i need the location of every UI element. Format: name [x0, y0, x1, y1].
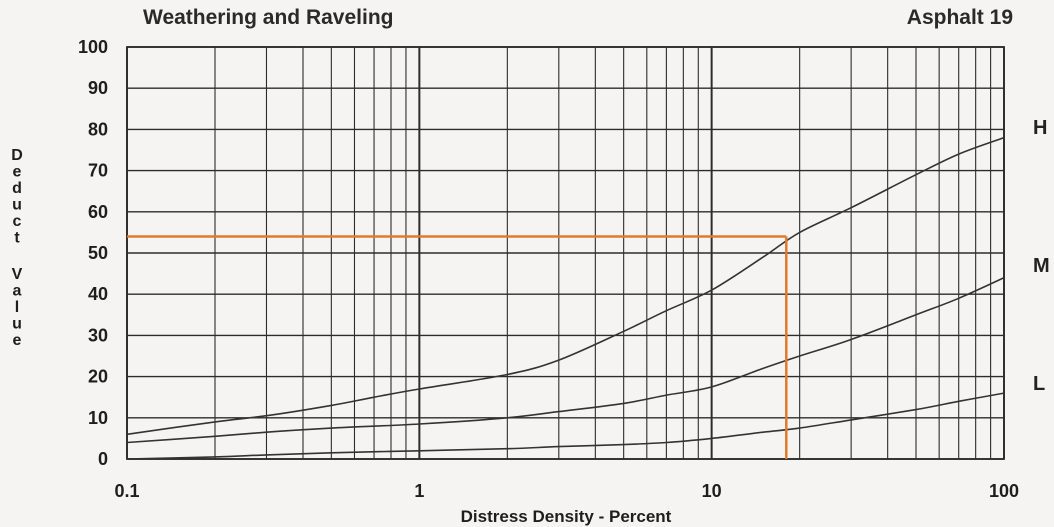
x-tick-label: 100 — [989, 481, 1019, 501]
chart-title: Weathering and Raveling — [143, 6, 394, 29]
x-tick-label: 0.1 — [114, 481, 139, 501]
chart-subtitle: Asphalt 19 — [907, 6, 1013, 29]
y-axis-title-char: D — [11, 147, 23, 164]
y-tick-label: 30 — [88, 325, 108, 345]
axis-ticks: 0 10 20 30 40 50 60 70 80 90 100 0.1 1 10 100 — [78, 37, 1019, 501]
y-tick-label: 90 — [88, 78, 108, 98]
y-tick-label: 20 — [88, 367, 108, 387]
series-label-h: H — [1033, 117, 1047, 139]
y-tick-label: 70 — [88, 161, 108, 181]
y-tick-label: 80 — [88, 119, 108, 139]
y-tick-label: 60 — [88, 202, 108, 222]
series: H M L — [126, 117, 1050, 460]
grid — [126, 46, 1005, 460]
annotation — [127, 235, 788, 459]
y-tick-label: 50 — [88, 243, 108, 263]
y-tick-label: 100 — [78, 37, 108, 57]
series-label-m: M — [1033, 255, 1050, 277]
x-tick-label: 10 — [702, 481, 722, 501]
y-axis-title-char: t — [14, 230, 20, 247]
y-axis-title-char: u — [12, 197, 22, 214]
x-tick-label: 1 — [414, 481, 424, 501]
series-line-l — [126, 392, 1005, 460]
y-axis-title-char: l — [15, 299, 19, 316]
series-line-m — [126, 276, 1005, 444]
y-tick-label: 10 — [88, 408, 108, 428]
series-label-l: L — [1033, 373, 1045, 395]
y-axis-title-char: u — [12, 316, 22, 333]
series-line-h — [126, 136, 1005, 436]
y-tick-label: 0 — [98, 449, 108, 469]
y-tick-label: 40 — [88, 284, 108, 304]
plot-frame — [126, 46, 1005, 460]
y-axis-title-char: d — [12, 180, 22, 197]
y-axis-title-char: c — [13, 213, 22, 230]
y-axis-title-char: V — [12, 266, 23, 283]
y-axis-title-char: e — [13, 164, 22, 181]
x-axis-title: Distress Density - Percent — [461, 507, 672, 526]
y-axis-title-char: e — [13, 332, 22, 349]
y-axis-title-char: a — [13, 283, 22, 300]
